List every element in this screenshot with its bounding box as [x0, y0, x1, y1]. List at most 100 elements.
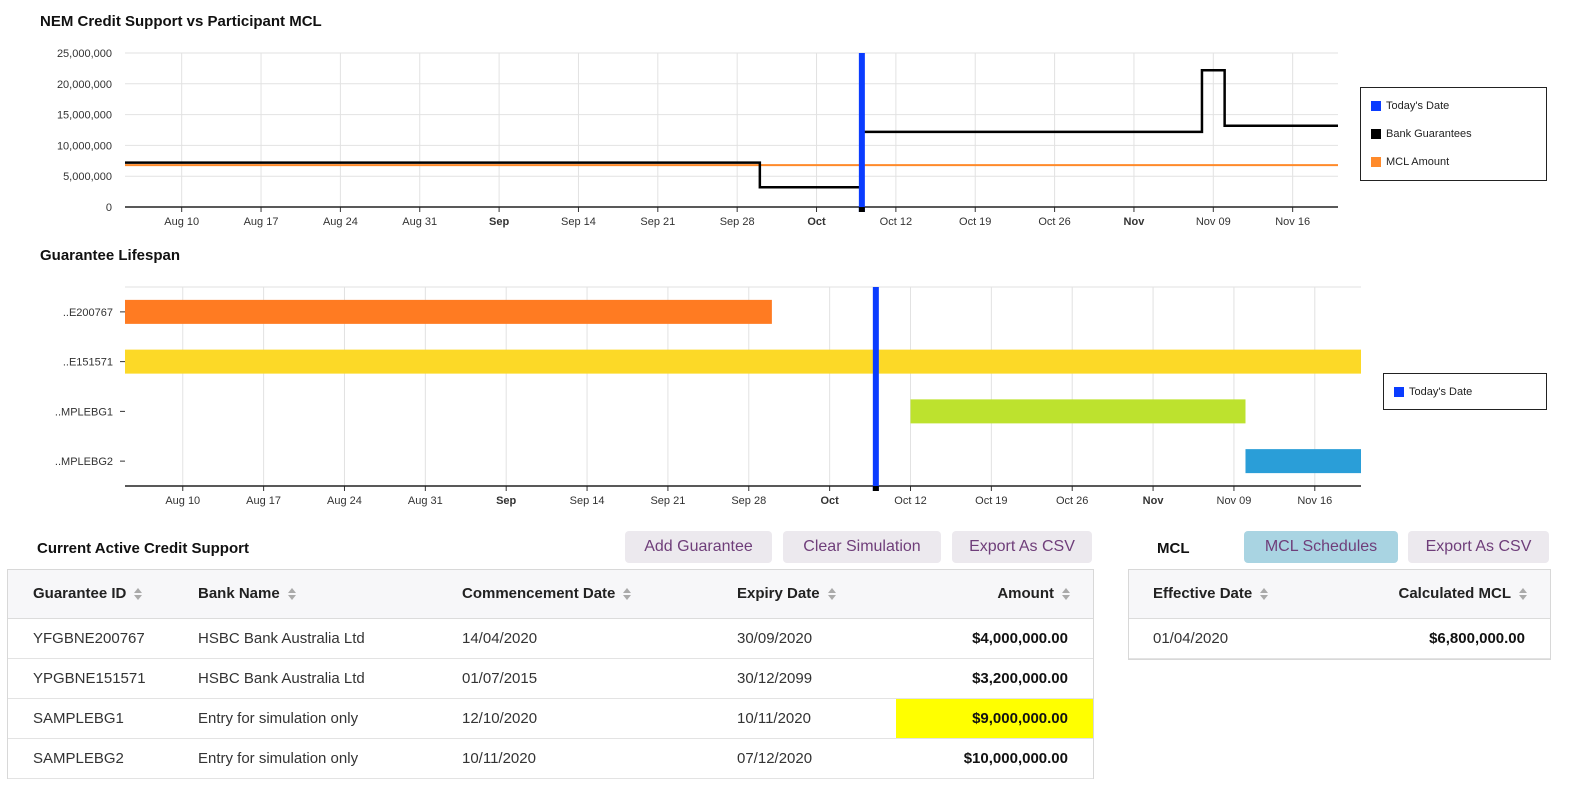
x-tick-label: Oct 19	[959, 216, 991, 228]
lifespan-bar	[910, 399, 1246, 424]
legend-swatch-today	[1394, 387, 1404, 397]
x-tick-label: Oct 12	[880, 216, 912, 228]
y-tick-label: ..E151571	[63, 357, 113, 369]
credit-support-chart: 25,000,000 20,000,000 15,000,000 10,000,000…	[57, 48, 1338, 228]
legend-label: Today's Date	[1386, 100, 1450, 112]
guarantee-id-cell: SAMPLEBG2	[33, 750, 124, 767]
table-row[interactable]: SAMPLEBG1 Entry for simulation only 12/1…	[8, 699, 1093, 739]
table-header: Effective Date Calculated MCL	[1129, 570, 1550, 619]
mcl-export-csv-button[interactable]: Export As CSV	[1408, 531, 1549, 563]
chart2-title: Guarantee Lifespan	[40, 247, 181, 264]
table-row[interactable]: 01/04/2020 $6,800,000.00	[1129, 619, 1550, 659]
legend-item-mcl: MCL Amount	[1371, 156, 1449, 168]
x-tick-label: Sep 21	[640, 216, 675, 228]
x-tick-label: Sep	[489, 216, 509, 228]
sort-icon[interactable]	[1062, 587, 1070, 601]
column-header-expiry-date[interactable]: Expiry Date	[737, 570, 836, 618]
guarantee-id-cell: SAMPLEBG1	[33, 710, 124, 727]
y-tick-label: 10,000,000	[57, 140, 112, 152]
credit-support-title: Current Active Credit Support	[37, 540, 249, 557]
column-header-amount[interactable]: Amount	[997, 570, 1070, 618]
x-tick-label: Sep 14	[561, 216, 596, 228]
x-tick-label: Oct 26	[1056, 495, 1088, 507]
x-tick-label: Aug 24	[327, 495, 362, 507]
today-marker-tick	[872, 486, 879, 491]
x-tick-label: Sep 28	[731, 495, 766, 507]
x-tick-label: Sep	[496, 495, 516, 507]
x-tick-label: Aug 31	[402, 216, 437, 228]
x-tick-label: Nov 16	[1275, 216, 1310, 228]
sort-icon[interactable]	[134, 587, 143, 601]
x-tick-label: Aug 10	[164, 216, 199, 228]
x-tick-label: Oct 26	[1038, 216, 1070, 228]
expiry-date-cell: 10/11/2020	[737, 710, 811, 727]
x-tick-label: Aug 31	[408, 495, 443, 507]
y-tick-label: ..MPLEBG2	[55, 456, 113, 468]
legend-item-today: Today's Date	[1394, 386, 1472, 398]
x-tick-label: Nov 16	[1297, 495, 1332, 507]
chart1-legend: Today's Date Bank Guarantees MCL Amount	[1360, 87, 1547, 181]
today-marker	[858, 53, 865, 212]
sort-icon[interactable]	[1260, 587, 1269, 601]
column-header-bank-name[interactable]: Bank Name	[198, 570, 296, 618]
guarantee-id-cell: YFGBNE200767	[33, 630, 145, 647]
y-tick-label: 0	[106, 202, 112, 214]
table-row[interactable]: YFGBNE200767 HSBC Bank Australia Ltd 14/…	[8, 619, 1093, 659]
lifespan-bar	[125, 349, 1361, 374]
x-tick-label: Oct	[820, 495, 839, 507]
sort-icon[interactable]	[623, 587, 632, 601]
mcl-schedules-button[interactable]: MCL Schedules	[1244, 531, 1398, 563]
today-marker	[872, 287, 879, 491]
column-header-effective-date[interactable]: Effective Date	[1153, 570, 1269, 618]
y-tick-label: 15,000,000	[57, 110, 112, 122]
x-tick-label: Sep 14	[570, 495, 605, 507]
mcl-table: Effective Date Calculated MCL 01/04/2020…	[1128, 569, 1551, 660]
column-label: Expiry Date	[737, 585, 820, 602]
x-tick-label: Sep 28	[720, 216, 755, 228]
column-label: Calculated MCL	[1398, 585, 1511, 602]
y-tick-label: 5,000,000	[63, 171, 112, 183]
column-label: Commencement Date	[462, 585, 616, 602]
credit-support-table: Guarantee ID Bank Name Commencement Date…	[7, 569, 1094, 779]
x-tick-label: Nov	[1143, 495, 1165, 507]
today-marker-tick	[858, 207, 865, 212]
commencement-date-cell: 12/10/2020	[462, 710, 538, 727]
column-label: Effective Date	[1153, 585, 1253, 602]
export-csv-button[interactable]: Export As CSV	[952, 531, 1092, 563]
legend-label: Bank Guarantees	[1386, 128, 1472, 140]
table-header: Guarantee ID Bank Name Commencement Date…	[8, 570, 1093, 619]
legend-swatch-mcl	[1371, 157, 1381, 167]
guarantee-lifespan-chart: Aug 10 Aug 17 Aug 24 Aug 31 Sep Sep 14 Sep 21 S…	[55, 286, 1361, 507]
amount-cell: $10,000,000.00	[963, 750, 1068, 767]
y-tick-label: 25,000,000	[57, 48, 112, 60]
x-tick-label: Aug 24	[323, 216, 358, 228]
x-tick-label: Oct	[807, 216, 826, 228]
table-row[interactable]: SAMPLEBG2 Entry for simulation only 10/1…	[8, 739, 1093, 779]
expiry-date-cell: 07/12/2020	[737, 750, 813, 767]
x-tick-label: Oct 12	[894, 495, 926, 507]
sort-icon[interactable]	[287, 587, 296, 601]
column-header-guarantee-id[interactable]: Guarantee ID	[33, 570, 143, 618]
expiry-date-cell: 30/12/2099	[737, 670, 813, 687]
lifespan-bar	[1245, 449, 1361, 474]
clear-simulation-button[interactable]: Clear Simulation	[783, 531, 941, 563]
guarantee-id-cell: YPGBNE151571	[33, 670, 146, 687]
legend-item-bank-guarantees: Bank Guarantees	[1371, 128, 1472, 140]
sort-icon[interactable]	[1519, 587, 1527, 601]
x-tick-label: Nov	[1124, 216, 1146, 228]
legend-item-today: Today's Date	[1371, 100, 1449, 112]
column-label: Bank Name	[198, 585, 280, 602]
y-tick-label: ..MPLEBG1	[55, 406, 113, 418]
x-tick-label: Aug 10	[165, 495, 200, 507]
sort-icon[interactable]	[827, 587, 836, 601]
legend-label: MCL Amount	[1386, 156, 1450, 168]
mcl-title: MCL	[1157, 540, 1190, 557]
chart2-legend: Today's Date	[1383, 373, 1547, 410]
column-header-calculated-mcl[interactable]: Calculated MCL	[1398, 570, 1527, 618]
add-guarantee-button[interactable]: Add Guarantee	[625, 531, 772, 563]
x-tick-label: Aug 17	[244, 216, 279, 228]
table-row[interactable]: YPGBNE151571 HSBC Bank Australia Ltd 01/…	[8, 659, 1093, 699]
bank-name-cell: Entry for simulation only	[198, 710, 359, 727]
column-header-commencement-date[interactable]: Commencement Date	[462, 570, 632, 618]
commencement-date-cell: 01/07/2015	[462, 670, 538, 687]
